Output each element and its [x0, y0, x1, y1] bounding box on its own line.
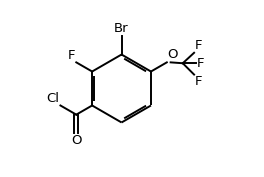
Text: Br: Br: [114, 22, 129, 35]
Text: F: F: [195, 75, 202, 88]
Text: F: F: [68, 49, 76, 62]
Text: O: O: [71, 134, 82, 147]
Text: Cl: Cl: [46, 92, 60, 105]
Text: F: F: [196, 57, 204, 70]
Text: O: O: [168, 48, 178, 61]
Text: F: F: [195, 39, 202, 52]
